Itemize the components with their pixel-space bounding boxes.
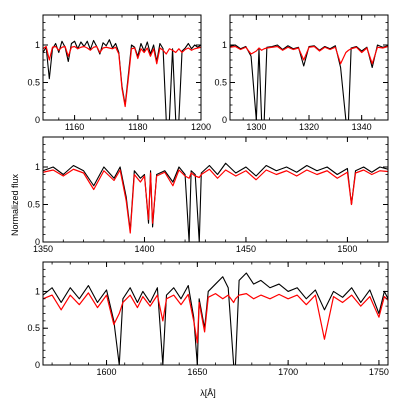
x-tick-label: 1300 — [246, 122, 266, 132]
spectrum-panel-3: 1350 1400 1450 1500 0 0.5 1 — [27, 136, 389, 254]
y-tick-label: 0 — [35, 115, 40, 125]
observed-spectrum-line — [230, 44, 388, 120]
x-tick-label: 1350 — [33, 244, 53, 254]
model-spectrum-line — [43, 292, 388, 344]
x-tick-label: 1320 — [299, 122, 319, 132]
x-tick-label: 1180 — [128, 122, 147, 132]
x-tick-label: 1340 — [352, 122, 372, 132]
x-axis-label: λ[Å] — [200, 388, 216, 398]
y-tick-label: 0.5 — [214, 78, 227, 88]
x-tick-label: 1650 — [187, 367, 207, 377]
model-spectrum-line — [43, 168, 388, 234]
y-axis-label: Normalized flux — [10, 173, 20, 236]
y-tick-label: 0.5 — [27, 323, 40, 333]
x-tick-label: 1600 — [97, 367, 117, 377]
y-tick-label: 0.5 — [27, 78, 40, 88]
x-tick-label: 1450 — [236, 244, 256, 254]
panel-frame — [42, 136, 389, 243]
y-tick-label: 0.5 — [27, 200, 40, 210]
spectrum-panel-2: 1300 1320 1340 0 0.5 1 — [214, 14, 389, 132]
y-tick-label: 1 — [35, 40, 40, 50]
y-tick-label: 0 — [35, 237, 40, 247]
y-tick-label: 1 — [35, 286, 40, 296]
x-tick-label: 1750 — [369, 367, 389, 377]
panel-frame — [42, 261, 389, 366]
observed-spectrum-line — [43, 162, 388, 242]
x-tick-label: 1400 — [134, 244, 154, 254]
panels-group: 1160 1180 1200 0 0.5 1 1300 1320 1340 0 0.5 1 1350 14… — [27, 14, 389, 377]
observed-spectrum-line — [43, 272, 388, 365]
model-spectrum-line — [230, 45, 388, 65]
x-tick-label: 1700 — [278, 367, 298, 377]
panel-frame — [229, 14, 389, 121]
x-tick-label: 1500 — [337, 244, 357, 254]
y-tick-label: 0 — [222, 115, 227, 125]
x-tick-label: 1160 — [65, 122, 84, 132]
y-tick-label: 1 — [222, 40, 227, 50]
panel-frame — [42, 14, 202, 121]
model-spectrum-line — [43, 45, 201, 108]
y-tick-label: 0 — [35, 360, 40, 370]
spectrum-panel-1: 1160 1180 1200 0 0.5 1 — [27, 14, 211, 132]
y-tick-label: 1 — [35, 162, 40, 172]
x-tick-label: 1200 — [191, 122, 211, 132]
spectrum-panel-4: 1600 1650 1700 1750 0 0.5 1 — [27, 261, 389, 377]
